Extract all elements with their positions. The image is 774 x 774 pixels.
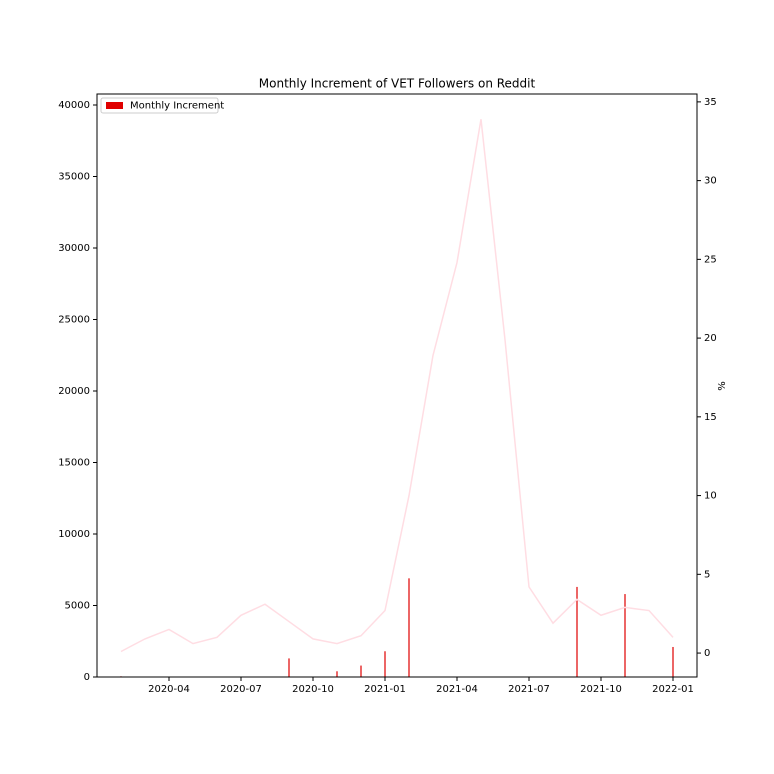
bar	[360, 665, 362, 677]
y-tick-label: 35000	[58, 172, 90, 183]
y2-tick-label: 20	[704, 333, 717, 344]
x-tick-label: 2021-07	[508, 684, 550, 695]
x-tick-label: 2021-01	[364, 684, 406, 695]
x-tick-label: 2022-01	[652, 684, 694, 695]
y-tick-label: 10000	[58, 529, 90, 540]
bar	[288, 658, 290, 677]
bar	[672, 646, 674, 677]
bar	[576, 586, 578, 677]
bar	[336, 671, 338, 677]
y2-tick-label: 25	[704, 254, 717, 265]
line	[120, 119, 674, 653]
y-tick-label: 0	[84, 672, 90, 683]
x-tick-label: 2020-04	[148, 684, 190, 695]
y-tick-label: 25000	[58, 315, 90, 326]
y2-tick-label: 5	[704, 569, 710, 580]
legend-box	[100, 97, 219, 114]
y2-axis-label: %	[717, 381, 728, 391]
y2-tick-label: 35	[704, 97, 717, 108]
y2-tick-label: 30	[704, 176, 717, 187]
x-tick-label: 2020-07	[220, 684, 262, 695]
bar	[408, 578, 410, 677]
bar	[624, 594, 626, 677]
y-tick-label: 40000	[58, 100, 90, 111]
legend-label: Monthly Increment	[130, 101, 224, 112]
y-tick-label: 15000	[58, 458, 90, 469]
y-tick-label: 5000	[65, 601, 90, 612]
y-tick-label: 20000	[58, 386, 90, 397]
legend-swatch	[106, 102, 123, 109]
chart-title: Monthly Increment of VET Followers on Re…	[259, 77, 536, 91]
x-tick-label: 2021-10	[580, 684, 622, 695]
bar	[384, 651, 386, 677]
y-tick-label: 30000	[58, 243, 90, 254]
plot-frame	[96, 93, 698, 678]
x-tick-label: 2020-10	[292, 684, 334, 695]
y2-tick-label: 15	[704, 412, 717, 423]
y2-tick-label: 0	[704, 648, 710, 659]
y2-tick-label: 10	[704, 491, 717, 502]
x-tick-label: 2021-04	[436, 684, 478, 695]
